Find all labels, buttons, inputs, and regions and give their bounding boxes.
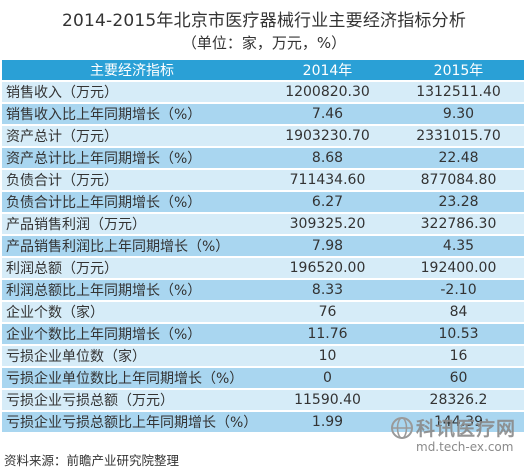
value-2014-cell: 6.27 — [262, 192, 393, 214]
indicator-cell: 负债合计（万元） — [2, 170, 262, 192]
table-row: 利润总额（万元） 196520.00 192400.00 — [2, 258, 524, 280]
value-2014-cell: 7.46 — [262, 104, 393, 126]
value-2014-cell: 11590.40 — [262, 390, 393, 412]
indicator-cell: 亏损企业亏损总额（万元） — [2, 390, 262, 412]
table-row: 亏损企业单位数（家） 10 16 — [2, 346, 524, 368]
value-2015-cell: 22.48 — [393, 148, 524, 170]
value-2014-cell: 7.98 — [262, 236, 393, 258]
value-2014-cell: 0 — [262, 368, 393, 390]
page-subtitle: （单位：家，万元，%） — [181, 34, 347, 52]
table-row: 负债合计比上年同期增长（%） 6.27 23.28 — [2, 192, 524, 214]
watermark-url: md.tech-ex.com — [416, 440, 514, 454]
indicator-cell: 利润总额比上年同期增长（%） — [2, 280, 262, 302]
table-row: 产品销售利润（万元） 309325.20 322786.30 — [2, 214, 524, 236]
table-header-row: 主要经济指标 2014年 2015年 — [2, 60, 524, 82]
indicator-cell: 产品销售利润（万元） — [2, 214, 262, 236]
indicator-cell: 资产总计比上年同期增长（%） — [2, 148, 262, 170]
value-2014-cell: 8.68 — [262, 148, 393, 170]
indicator-cell: 资产总计（万元） — [2, 126, 262, 148]
value-2014-cell: 711434.60 — [262, 170, 393, 192]
value-2014-cell: 1.99 — [262, 412, 393, 434]
value-2014-cell: 8.33 — [262, 280, 393, 302]
watermark: 科讯医疗网 md.tech-ex.com — [390, 414, 520, 466]
source-note: 资料来源：前瞻产业研究院整理 — [4, 453, 180, 468]
table-row: 产品销售利润比上年同期增长（%） 7.98 4.35 — [2, 236, 524, 258]
table-row: 亏损企业单位数比上年同期增长（%） 0 60 — [2, 368, 524, 390]
indicator-table: 主要经济指标 2014年 2015年 销售收入（万元） 1200820.30 1… — [2, 60, 524, 434]
value-2015-cell: -2.10 — [393, 280, 524, 302]
table-row: 企业个数（家） 76 84 — [2, 302, 524, 324]
indicator-cell: 利润总额（万元） — [2, 258, 262, 280]
watermark-text: 科讯医疗网 — [416, 418, 517, 440]
value-2014-cell: 196520.00 — [262, 258, 393, 280]
value-2015-cell: 84 — [393, 302, 524, 324]
value-2014-cell: 309325.20 — [262, 214, 393, 236]
value-2015-cell: 9.30 — [393, 104, 524, 126]
indicator-cell: 销售收入（万元） — [2, 82, 262, 104]
indicator-cell: 负债合计比上年同期增长（%） — [2, 192, 262, 214]
value-2015-cell: 10.53 — [393, 324, 524, 346]
value-2015-cell: 28326.2 — [393, 390, 524, 412]
table-row: 负债合计（万元） 711434.60 877084.80 — [2, 170, 524, 192]
indicator-cell: 企业个数（家） — [2, 302, 262, 324]
value-2014-cell: 1200820.30 — [262, 82, 393, 104]
page-title: 2014-2015年北京市医疗器械行业主要经济指标分析 — [61, 11, 467, 31]
indicator-cell: 销售收入比上年同期增长（%） — [2, 104, 262, 126]
value-2015-cell: 144.39 — [393, 412, 524, 434]
table-row: 资产总计比上年同期增长（%） 8.68 22.48 — [2, 148, 524, 170]
value-2014-cell: 1903230.70 — [262, 126, 393, 148]
table-row: 亏损企业亏损总额（万元） 11590.40 28326.2 — [2, 390, 524, 412]
value-2015-cell: 322786.30 — [393, 214, 524, 236]
value-2015-cell: 2331015.70 — [393, 126, 524, 148]
value-2015-cell: 192400.00 — [393, 258, 524, 280]
value-2015-cell: 23.28 — [393, 192, 524, 214]
indicator-cell: 企业个数比上年同期增长（%） — [2, 324, 262, 346]
header-2015: 2015年 — [393, 60, 524, 82]
table-row: 亏损企业亏损总额比上年同期增长（%） 1.99 144.39 — [2, 412, 524, 434]
value-2015-cell: 60 — [393, 368, 524, 390]
table-row: 利润总额比上年同期增长（%） 8.33 -2.10 — [2, 280, 524, 302]
indicator-cell: 亏损企业单位数（家） — [2, 346, 262, 368]
value-2015-cell: 877084.80 — [393, 170, 524, 192]
table-row: 企业个数比上年同期增长（%） 11.76 10.53 — [2, 324, 524, 346]
header-indicator: 主要经济指标 — [2, 60, 262, 82]
value-2014-cell: 10 — [262, 346, 393, 368]
globe-icon — [391, 417, 413, 439]
value-2014-cell: 11.76 — [262, 324, 393, 346]
indicator-cell: 产品销售利润比上年同期增长（%） — [2, 236, 262, 258]
value-2015-cell: 1312511.40 — [393, 82, 524, 104]
header-2014: 2014年 — [262, 60, 393, 82]
value-2015-cell: 4.35 — [393, 236, 524, 258]
table-row: 销售收入比上年同期增长（%） 7.46 9.30 — [2, 104, 524, 126]
table-row: 销售收入（万元） 1200820.30 1312511.40 — [2, 82, 524, 104]
value-2015-cell: 16 — [393, 346, 524, 368]
table-row: 资产总计（万元） 1903230.70 2331015.70 — [2, 126, 524, 148]
value-2014-cell: 76 — [262, 302, 393, 324]
indicator-cell: 亏损企业亏损总额比上年同期增长（%） — [2, 412, 262, 434]
indicator-cell: 亏损企业单位数比上年同期增长（%） — [2, 368, 262, 390]
